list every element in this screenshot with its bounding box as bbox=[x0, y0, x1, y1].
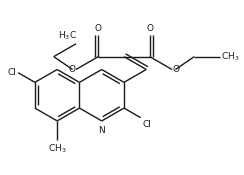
Text: CH$_3$: CH$_3$ bbox=[48, 142, 66, 155]
Text: N: N bbox=[98, 126, 105, 135]
Text: O: O bbox=[68, 65, 75, 74]
Text: CH$_3$: CH$_3$ bbox=[222, 50, 240, 63]
Text: O: O bbox=[173, 65, 180, 74]
Text: O: O bbox=[146, 24, 153, 33]
Text: Cl: Cl bbox=[142, 120, 151, 129]
Text: H$_3$C: H$_3$C bbox=[58, 30, 77, 42]
Text: O: O bbox=[95, 24, 102, 33]
Text: Cl: Cl bbox=[8, 68, 17, 77]
